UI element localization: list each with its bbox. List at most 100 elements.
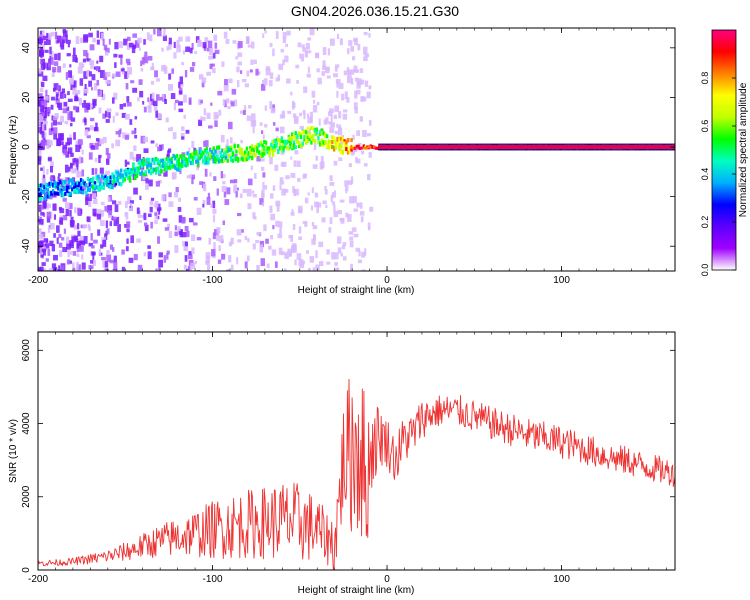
spectrogram-cell — [191, 177, 194, 185]
spectrogram-cell — [250, 165, 253, 171]
spectrogram-cell — [45, 38, 51, 45]
spectrogram-cell — [306, 113, 310, 118]
spectrogram-ridge-cell — [242, 157, 245, 162]
spectrogram-cell — [88, 152, 93, 160]
spectrogram-ridge-cell — [78, 181, 81, 186]
spectrogram-cell — [249, 69, 253, 73]
spectrogram-cell — [89, 44, 95, 51]
spectrogram-cell — [88, 32, 93, 38]
spectrogram-ridge-cell — [175, 159, 179, 164]
spectrogram-ridge-cell — [60, 190, 64, 195]
spectrogram-cell — [188, 251, 193, 256]
spectrogram-cell — [203, 140, 206, 147]
spectrogram-ridge-cell — [41, 190, 44, 195]
spectrogram-cell — [274, 164, 279, 171]
spectrogram-ridge-cell — [184, 160, 187, 165]
spectrogram-ridge-cell — [271, 148, 275, 153]
spectrogram-ridge-cell — [186, 161, 189, 166]
spectrogram-cell — [228, 241, 233, 247]
spectrogram-ridge-cell — [200, 149, 203, 154]
spectrogram-cell — [38, 120, 41, 126]
spectrogram-ridge-cell — [245, 153, 249, 158]
spectrogram-ridge-cell — [264, 140, 268, 145]
spectrogram-cell — [153, 104, 158, 111]
spectrogram-ridge-cell — [72, 181, 76, 186]
spectrogram-cell — [233, 179, 238, 184]
spectrogram-cell — [268, 80, 273, 87]
spectrogram-cell — [143, 56, 149, 64]
spectrogram-cell — [315, 155, 319, 161]
spectrogram-ridge-cell — [329, 140, 332, 145]
spectrogram-cell — [222, 99, 226, 106]
spectrogram-cell — [215, 148, 221, 154]
spectrogram-cell — [178, 101, 183, 106]
spectrogram-cell — [364, 80, 369, 87]
spectrogram-ridge-cell — [100, 174, 104, 179]
spectrogram-cell — [292, 113, 297, 118]
spectrogram-cell — [43, 123, 47, 131]
spectrogram-cell — [57, 121, 63, 125]
spectrogram-ridge-cell — [373, 145, 376, 149]
spectrogram-ridge-cell — [352, 146, 355, 150]
spectrogram-x-tick-label: -100 — [203, 275, 223, 286]
spectrogram-ridge-cell — [308, 133, 311, 138]
spectrogram-ridge-cell — [62, 181, 65, 186]
spectrogram-cell — [65, 106, 70, 112]
snr-y-tick-label: 2000 — [21, 485, 32, 508]
spectrogram-cell — [307, 192, 310, 196]
spectrogram-ridge-cell — [177, 160, 181, 165]
spectrogram-cell — [326, 249, 330, 255]
spectrogram-y-tick-label: -40 — [21, 239, 32, 254]
spectrogram-cell — [108, 210, 112, 216]
spectrogram-cell — [135, 41, 138, 46]
spectrogram-cell — [333, 114, 337, 120]
spectrogram-cell — [125, 114, 130, 120]
spectrogram-ridge-cell — [69, 184, 72, 189]
spectrogram-cell — [229, 179, 235, 184]
spectrogram-cell — [337, 209, 342, 215]
spectrogram-ridge-cell — [186, 157, 189, 162]
spectrogram-cell — [143, 222, 148, 227]
spectrogram-ridge-cell — [263, 139, 266, 144]
snr-x-ticks: -200 -100 0 100 — [28, 332, 667, 585]
spectrogram-cell — [117, 200, 122, 205]
spectrogram-cell — [224, 199, 230, 205]
spectrogram-cell — [173, 191, 179, 198]
spectrogram-cell — [214, 49, 220, 54]
spectrogram-ridge-cell — [348, 145, 352, 150]
spectrogram-cell — [100, 70, 105, 78]
spectrogram-ridge-cell — [217, 159, 221, 164]
spectrogram-cell — [294, 150, 299, 155]
spectrogram-cell — [363, 32, 368, 36]
snr-x-tick-label: 100 — [553, 574, 570, 585]
spectrogram-cell — [186, 175, 192, 179]
spectrogram-ridge-cell — [160, 158, 163, 163]
spectrogram-cell — [230, 101, 235, 107]
spectrogram-cell — [58, 233, 62, 239]
spectrogram-cell — [154, 219, 158, 225]
spectrogram-ridge-cell — [97, 184, 100, 189]
spectrogram-cell — [209, 63, 213, 70]
spectrogram-ridge-cell — [278, 146, 282, 151]
spectrogram-ridge-cell — [327, 140, 331, 145]
spectrogram-cell — [65, 177, 69, 182]
spectrogram-cell — [256, 265, 260, 271]
spectrogram-ridge-cell — [93, 184, 97, 189]
spectrogram-cell — [41, 123, 45, 132]
spectrogram-cell — [346, 97, 350, 103]
spectrogram-cell — [268, 245, 272, 250]
spectrogram-ridge-cell — [39, 196, 43, 201]
spectrogram-cell — [56, 102, 60, 108]
spectrogram-cell — [198, 74, 204, 80]
spectrogram-cell — [102, 239, 107, 247]
spectrogram-ridge-cell — [222, 158, 226, 163]
spectrogram-cell — [83, 71, 88, 79]
spectrogram-cell — [218, 235, 224, 243]
spectrogram-cell — [362, 130, 367, 138]
spectrogram-cell — [115, 112, 119, 116]
spectrogram-cell — [299, 112, 302, 117]
snr-y-tick-label: 0 — [21, 567, 32, 573]
spectrogram-ridge-cell — [107, 176, 111, 181]
spectrogram-ridge-cell — [320, 138, 324, 143]
spectrogram-cell — [49, 46, 52, 55]
